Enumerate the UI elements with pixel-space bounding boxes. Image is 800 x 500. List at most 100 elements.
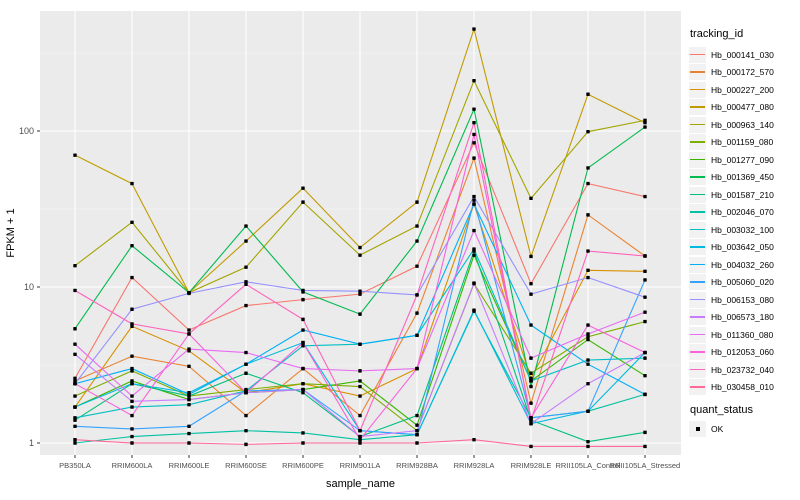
data-point xyxy=(187,431,191,436)
data-point xyxy=(130,354,134,358)
legend-item-hb_000172_570: Hb_000172_570 xyxy=(689,64,799,82)
data-point xyxy=(415,333,419,338)
data-point xyxy=(73,342,77,346)
data-point xyxy=(643,310,647,314)
data-point xyxy=(358,441,362,445)
data-point xyxy=(73,352,77,357)
data-point xyxy=(244,428,248,433)
data-point xyxy=(301,366,305,371)
legend-item-label: Hb_003032_100 xyxy=(711,224,774,235)
data-point xyxy=(643,392,647,397)
data-point xyxy=(472,281,476,285)
data-point xyxy=(130,322,134,326)
data-point xyxy=(187,424,191,428)
data-point xyxy=(187,347,191,351)
x-tick-label: RRIM928BA xyxy=(396,461,438,470)
legend-item-label: Hb_011360_080 xyxy=(711,329,774,340)
data-point xyxy=(643,254,647,258)
quant-status-title: quant_status xyxy=(690,404,753,416)
data-point xyxy=(586,337,590,342)
data-point xyxy=(472,202,476,206)
data-point xyxy=(358,428,362,433)
legend-item-quant-ok: OK xyxy=(689,420,799,438)
data-point xyxy=(529,281,533,286)
data-point xyxy=(301,391,305,395)
data-point xyxy=(130,379,134,383)
data-point xyxy=(301,381,305,386)
x-tick-label: RRII105LA_Stressed xyxy=(610,461,680,470)
data-point xyxy=(130,366,134,371)
legend-key-line-icon xyxy=(690,298,705,301)
data-point xyxy=(244,280,248,284)
data-point xyxy=(73,416,77,420)
data-point xyxy=(244,391,248,395)
data-point xyxy=(244,303,248,308)
legend-item-label: Hb_005060_020 xyxy=(711,277,774,288)
data-point xyxy=(73,381,77,386)
data-point xyxy=(415,264,419,268)
data-point xyxy=(130,394,134,398)
legend-key-swatch xyxy=(689,116,706,133)
data-point xyxy=(187,328,191,332)
data-point xyxy=(244,362,248,366)
data-point xyxy=(586,92,590,96)
legend-item-label: Hb_023732_040 xyxy=(711,364,774,375)
legend-item-hb_000227_200: Hb_000227_200 xyxy=(689,81,799,99)
legend-key-swatch xyxy=(689,46,706,63)
legend-key-line-icon xyxy=(690,316,705,318)
data-point xyxy=(358,413,362,418)
data-point xyxy=(529,421,533,426)
data-point xyxy=(643,118,647,123)
legend-item-hb_002046_070: Hb_002046_070 xyxy=(689,204,799,222)
legend-item-label: Hb_001587_210 xyxy=(711,189,774,200)
legend-item-label: Hb_001277_090 xyxy=(711,154,774,165)
x-tick-label: RRIM928LA xyxy=(454,461,495,470)
data-point xyxy=(586,181,590,186)
legend-item-hb_003032_100: Hb_003032_100 xyxy=(689,221,799,239)
data-point xyxy=(130,275,134,280)
data-point xyxy=(187,403,191,407)
legend-item-label: Hb_000141_030 xyxy=(711,49,774,60)
legend-item-label: Hb_004032_260 xyxy=(711,259,774,270)
legend-item-label: Hb_030458_010 xyxy=(711,382,774,393)
legend-key-swatch xyxy=(689,344,706,361)
data-point xyxy=(73,405,77,409)
data-point xyxy=(472,132,476,137)
data-point xyxy=(586,249,590,253)
data-point xyxy=(415,366,419,371)
legend-key-line-icon xyxy=(690,158,705,161)
x-tick-label: RRIM928LE xyxy=(511,461,552,470)
legend-item-label: Hb_006153_080 xyxy=(711,294,774,305)
legend-key-line-icon xyxy=(690,176,705,178)
x-tick-label: RRIM600SE xyxy=(225,461,267,470)
legend-item-hb_001277_090: Hb_001277_090 xyxy=(689,151,799,169)
y-tick-label: 1 xyxy=(29,438,34,448)
legend-key-swatch xyxy=(689,309,706,326)
data-point xyxy=(529,401,533,405)
legend-item-hb_001587_210: Hb_001587_210 xyxy=(689,186,799,204)
data-point xyxy=(586,323,590,327)
legend-key-swatch xyxy=(689,379,706,396)
legend-key-line-icon xyxy=(690,368,705,371)
legend-key-swatch xyxy=(689,256,706,273)
legend-item-label: Hb_003642_050 xyxy=(711,242,774,253)
data-point xyxy=(301,344,305,348)
data-point xyxy=(301,200,305,204)
legend-key-line-icon xyxy=(690,141,705,143)
legend-item-hb_005060_020: Hb_005060_020 xyxy=(689,274,799,292)
data-point xyxy=(244,239,248,243)
quant-points xyxy=(73,27,647,449)
legend-key-swatch xyxy=(689,99,706,116)
data-point xyxy=(415,293,419,297)
legend-key-line-icon xyxy=(690,263,705,266)
legend-item-hb_030458_010: Hb_030458_010 xyxy=(689,379,799,397)
legend-key-line-icon xyxy=(690,106,705,108)
x-tick-label: RRIM600LA xyxy=(112,461,153,470)
y-axis-title: FPKM + 1 xyxy=(5,208,17,257)
quant-ok-key xyxy=(689,420,706,437)
legend-items: Hb_000141_030 Hb_000172_570 Hb_000227_200 H… xyxy=(689,46,799,396)
legend-title: tracking_id xyxy=(690,28,744,40)
data-point xyxy=(244,265,248,269)
data-point xyxy=(415,433,419,437)
